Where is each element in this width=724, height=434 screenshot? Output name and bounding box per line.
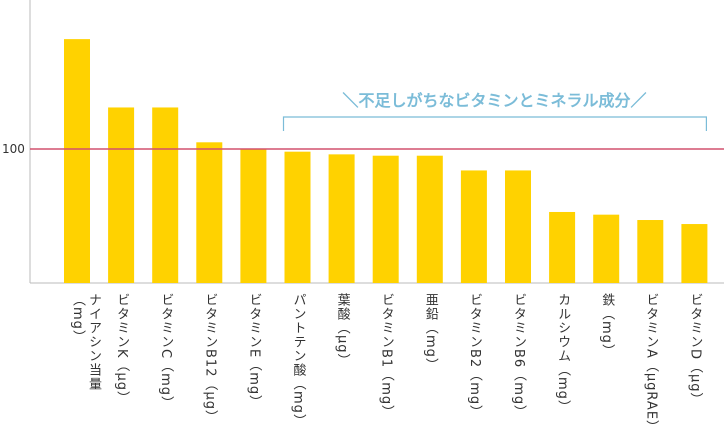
bar xyxy=(372,155,399,283)
bar xyxy=(108,107,135,284)
x-tick-label: ビタミンB2（mg） xyxy=(466,293,482,420)
annotation-bracket xyxy=(282,116,707,131)
bar xyxy=(152,107,179,284)
y-tick-100: 100 xyxy=(2,142,25,156)
bar xyxy=(240,149,267,283)
x-tick-label: ナイアシン当量（mg） xyxy=(70,293,101,391)
x-tick-label: ビタミンB1（mg） xyxy=(378,293,394,420)
bar xyxy=(196,142,223,283)
bar xyxy=(416,155,443,283)
bar xyxy=(637,220,664,283)
bar xyxy=(505,170,531,283)
bar xyxy=(549,211,576,283)
bar xyxy=(328,154,355,283)
x-tick-label: 葉酸（µg） xyxy=(334,293,350,368)
bar xyxy=(593,214,620,283)
bar xyxy=(681,224,708,283)
annotation-label: ＼不足しがちなビタミンとミネラル成分／ xyxy=(342,91,647,110)
x-tick-label: ビタミンK（µg） xyxy=(114,293,130,406)
x-tick-label: ビタミンD（µg） xyxy=(687,293,703,407)
x-tick-label: ビタミンA（µgRAE） xyxy=(643,293,659,434)
x-tick-label: ビタミンC（mg） xyxy=(158,293,174,410)
x-tick-label: 亜鉛（mg） xyxy=(422,293,438,372)
x-tick-label: 鉄（mg） xyxy=(599,293,615,358)
bar xyxy=(460,170,487,283)
x-tick-label: パントテン酸（mg） xyxy=(290,293,306,428)
x-tick-label: カルシウム（mg） xyxy=(555,293,571,414)
x-tick-label: ビタミンB12（µg） xyxy=(202,293,218,424)
bar xyxy=(284,151,311,283)
x-tick-label: ビタミンE（mg） xyxy=(246,293,262,410)
bar xyxy=(64,39,90,284)
x-tick-label: ビタミンB6（mg） xyxy=(511,293,526,420)
